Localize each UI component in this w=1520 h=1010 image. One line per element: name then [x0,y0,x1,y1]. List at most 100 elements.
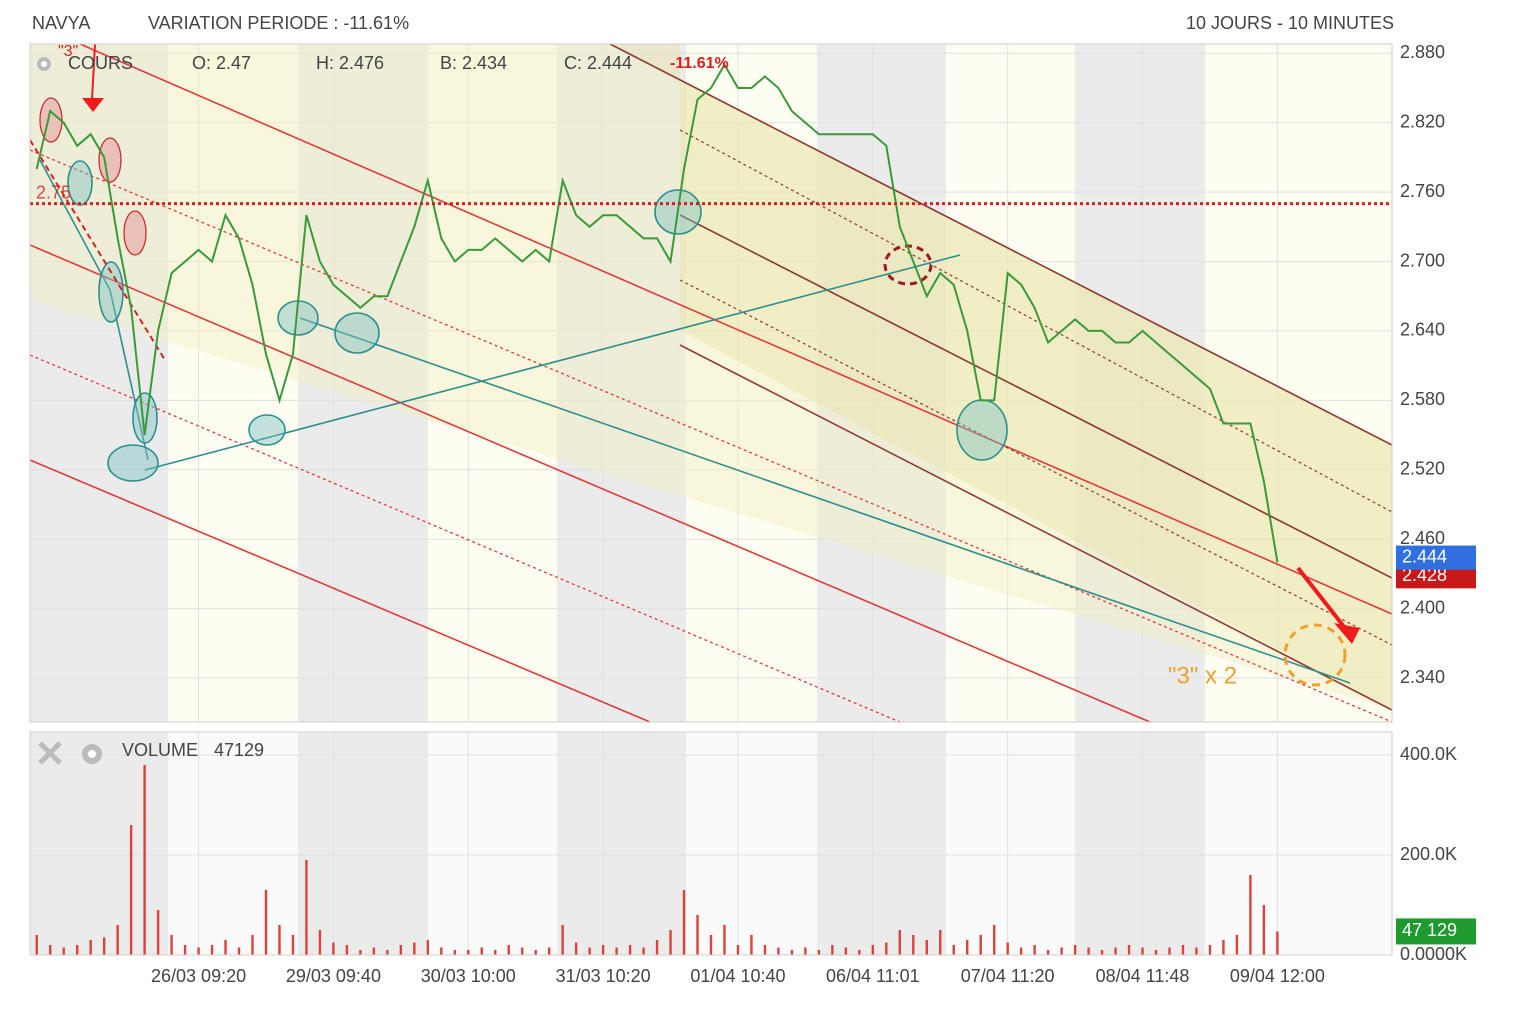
volume-bar [817,950,821,955]
annotation: "3" x 2 [1168,662,1237,689]
volume-bars [35,765,1279,955]
annotation: "3" [58,43,78,60]
x-tick-label: 29/03 09:40 [286,966,381,986]
x-tick-label: 09/04 12:00 [1230,966,1325,986]
volume-bar [615,947,618,955]
volume-bar [156,910,160,955]
volume-bar [426,940,430,955]
volume-bar [1222,940,1225,955]
volume-bar [75,945,79,955]
volume-bar [831,945,834,955]
price-badge-bg [1396,545,1476,570]
volume-bar [736,945,740,955]
y-tick-label: 0.0000K [1400,944,1467,964]
x-tick-label: 06/04 11:01 [826,966,920,986]
volume-bar [35,935,38,955]
volume-bar [1060,947,1063,955]
y-tick-label: 400.0K [1400,744,1457,764]
price-badge-label: 2.428 [1402,565,1447,585]
variation: VARIATION PERIODE : -11.61% [148,13,409,33]
volume-bar [669,930,672,955]
volume-bar [1127,945,1131,955]
x-tick-label: 01/04 10:40 [690,966,785,986]
volume-bar [1087,947,1090,955]
close-icon[interactable] [38,741,62,765]
settings-icon[interactable] [37,57,51,71]
volume-bar [574,942,578,955]
ohlc-high: H: 2.476 [316,53,384,73]
volume-badge [1396,918,1476,945]
volume-bar [62,947,65,955]
volume-bar [777,947,780,955]
x-tick-label: 07/04 11:20 [961,966,1055,986]
volume-bar [399,945,403,955]
volume-bar [1195,947,1198,955]
volume-legend: VOLUME [122,740,198,760]
volume-bar [413,942,416,955]
y-tick-label: 2.640 [1400,320,1445,340]
volume-bar [966,940,969,955]
volume-bar [1154,950,1158,955]
y-tick-label: 2.580 [1400,389,1445,409]
price-frame [29,43,1393,723]
volume-bar [318,930,322,955]
volume-bar [237,947,241,955]
y-tick-label: 2.820 [1400,111,1445,131]
volume-bar [116,925,119,955]
change-label: -11.61% [670,55,729,72]
ohlc-open: O: 2.47 [192,53,251,73]
volume-bar [992,925,996,955]
volume-bar [844,947,848,955]
volume-bar [102,937,106,955]
symbol: NAVYA [32,13,90,33]
y-tick-label: 2.520 [1400,459,1445,479]
volume-bar [183,945,187,955]
volume-bar [588,947,591,955]
volume-bar [939,930,942,955]
y-tick-label: 2.760 [1400,181,1445,201]
volume-bar [143,765,146,955]
volume-bar [1006,942,1009,955]
volume-bar [345,945,349,955]
volume-bar [655,940,659,955]
plot [30,62,1392,955]
volume-bar [453,950,456,955]
volume-bar [89,940,92,955]
volume-bar [547,947,551,955]
volume-bar [885,942,888,955]
volume-bar [871,945,875,955]
x-tick-label: 30/03 10:00 [421,966,516,986]
volume-bar [534,950,537,955]
volume-bar [521,947,524,955]
volume-bar [898,930,901,955]
volume-bar [305,860,308,955]
y-tick-label: 200.0K [1400,844,1457,864]
volume-bar [1114,947,1117,955]
volume-bar [129,825,133,955]
volume-bar [480,947,483,955]
volume-bar [1033,945,1036,955]
y-tick-label: 2.400 [1400,597,1445,617]
volume-bar [642,947,645,955]
volume-bar [952,945,955,955]
volume-bar [682,890,686,955]
y-tick-label: 2.460 [1400,528,1445,548]
volume-bar [561,925,564,955]
volume-bar [1235,935,1239,955]
volume-settings-icon[interactable] [82,744,102,764]
volume-bar [709,935,713,955]
volume-bar [224,940,227,955]
volume-bar [291,935,295,955]
volume-bar [440,947,443,955]
volume-bar [723,925,726,955]
volume-badge-label: 47 129 [1402,920,1457,940]
drawings [30,44,1392,722]
x-tick-label: 26/03 09:20 [151,966,246,986]
volume-bar [210,945,214,955]
volume-bar [332,942,335,955]
ohlc-close: C: 2.444 [564,53,632,73]
volume-bar [386,950,389,955]
volume-bar [1276,931,1279,955]
